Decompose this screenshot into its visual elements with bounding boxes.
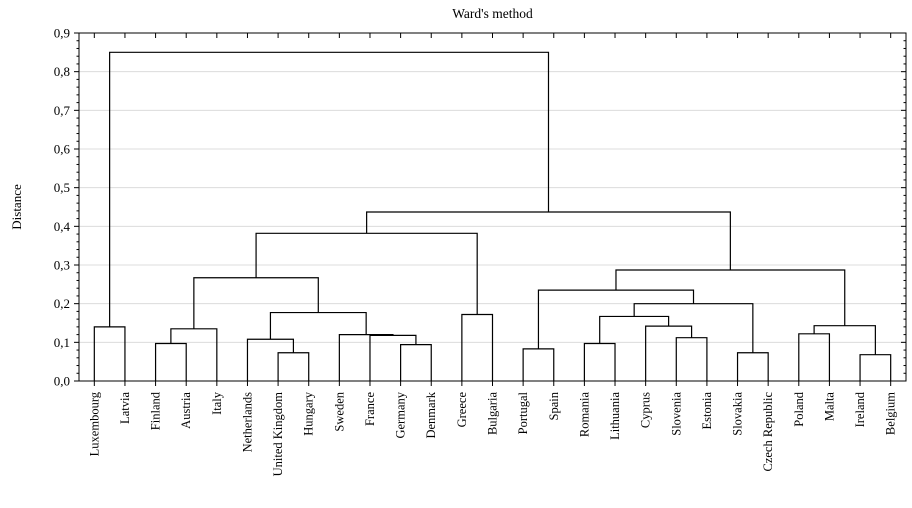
dendrogram-link [255, 232, 478, 315]
leaf-label: Czech Republic [761, 392, 775, 472]
y-tick-label: 0,2 [54, 296, 70, 311]
leaf-label: Austria [179, 392, 193, 429]
leaf-label: Greece [455, 392, 469, 428]
leaf-label: Lithuania [608, 392, 622, 440]
dendrogram-link [366, 211, 731, 271]
y-tick-label: 0,0 [54, 374, 70, 389]
dendrogram-link [109, 51, 550, 327]
y-tick-label: 0,4 [54, 219, 71, 234]
dendrogram-link [277, 352, 310, 381]
leaf-label: Sweden [332, 391, 346, 431]
dendrogram-link [583, 342, 616, 381]
leaf-label: United Kingdom [271, 392, 285, 477]
dendrogram-link [400, 344, 432, 381]
y-tick-label: 0,7 [54, 103, 71, 118]
leaf-label: Latvia [118, 392, 132, 424]
leaf-label: Poland [792, 391, 806, 426]
dendrogram-link [461, 313, 494, 381]
dendrogram-link [633, 303, 754, 353]
dendrogram-link [736, 352, 769, 381]
plot-frame [78, 32, 907, 382]
dendrogram-link [269, 311, 367, 340]
y-axis-label: Distance [9, 184, 24, 230]
dendrogram-link [93, 326, 126, 381]
dendrogram-link [170, 328, 218, 381]
leaf-label: France [363, 392, 377, 426]
dendrogram-link [246, 338, 295, 381]
leaf-label: Belgium [884, 392, 898, 435]
y-tick-label: 0,8 [54, 64, 70, 79]
leaf-label: Portugal [516, 391, 530, 434]
dendrogram-link [675, 337, 708, 381]
chart-title: Ward's method [452, 6, 533, 21]
leaf-label: Italy [210, 391, 224, 415]
leaf-label: Netherlands [240, 392, 254, 453]
dendrogram-link [599, 315, 670, 344]
dendrogram-link [645, 325, 693, 381]
leaf-label: Bulgaria [486, 392, 500, 435]
leaf-label: Slovakia [731, 392, 745, 436]
dendrogram-link [859, 354, 892, 381]
dendrogram-link [338, 334, 394, 381]
dendrogram-link [154, 342, 187, 381]
y-tick-label: 0,9 [54, 26, 70, 41]
y-tick-label: 0,1 [54, 335, 70, 350]
leaf-label: Romania [577, 392, 591, 438]
dendrogram-link [798, 333, 831, 381]
leaf-label: Luxembourg [87, 391, 101, 456]
leaf-label: Denmark [424, 391, 438, 438]
leaf-label: Ireland [853, 391, 867, 427]
y-tick-label: 0,3 [54, 258, 70, 273]
y-tick-label: 0,6 [54, 142, 71, 157]
dendrogram-link [537, 289, 695, 349]
leaf-label: Slovenia [669, 392, 683, 436]
leaf-label: Malta [822, 392, 836, 422]
dendrogram-link [615, 269, 846, 326]
leaf-label: Estonia [700, 392, 714, 430]
leaf-label: Germany [394, 391, 408, 438]
y-tick-label: 0,5 [54, 180, 70, 195]
dendrogram-link [522, 348, 555, 381]
dendrogram-link [813, 325, 876, 355]
leaf-label: Hungary [302, 391, 316, 435]
leaf-label: Finland [149, 391, 163, 430]
leaf-label: Cyprus [639, 392, 653, 428]
leaf-label: Spain [547, 391, 561, 420]
